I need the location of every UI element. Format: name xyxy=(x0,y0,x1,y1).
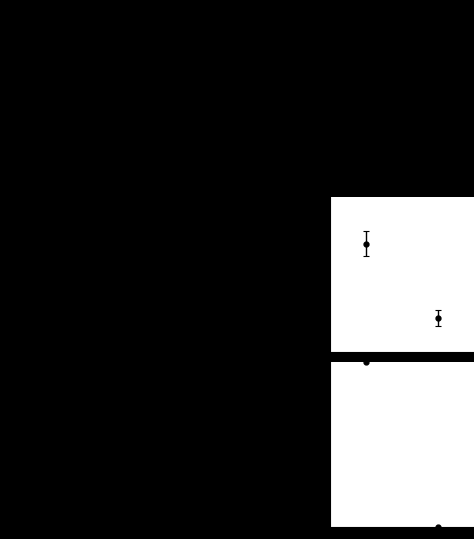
Y-axis label: % MNs: % MNs xyxy=(291,426,301,464)
Text: I: I xyxy=(290,354,295,368)
Y-axis label: % MNs: % MNs xyxy=(291,255,301,293)
Text: F: F xyxy=(290,189,299,203)
